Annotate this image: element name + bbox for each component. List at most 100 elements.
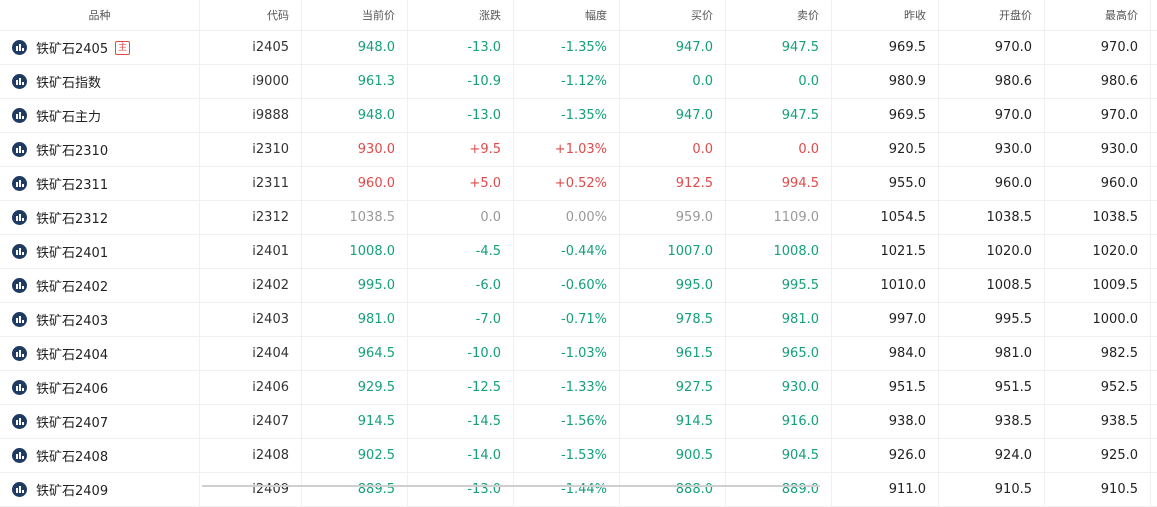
percent-cell: -1.35% <box>514 99 620 132</box>
variety-name: 铁矿石2406 <box>36 382 109 397</box>
chart-bar-icon[interactable] <box>12 380 27 395</box>
table-header: 品种 代码 当前价 涨跌 幅度 买价 卖价 昨收 开盘价 最高价 <box>0 0 1157 31</box>
chart-bar-icon[interactable] <box>12 74 27 89</box>
bid-cell: 927.5 <box>620 371 726 404</box>
bid-cell: 0.0 <box>620 133 726 166</box>
change-cell: +9.5 <box>408 133 514 166</box>
variety-name: 铁矿石2311 <box>36 178 109 193</box>
header-variety[interactable]: 品种 <box>0 0 200 30</box>
variety-cell[interactable]: 铁矿石2312 <box>0 201 200 234</box>
ask-cell: 930.0 <box>726 371 832 404</box>
variety-cell[interactable]: 铁矿石2311 <box>0 167 200 200</box>
variety-cell[interactable]: 铁矿石2408 <box>0 439 200 472</box>
price-cell: 902.5 <box>302 439 408 472</box>
high-cell: 925.0 <box>1045 439 1151 472</box>
percent-cell: -1.56% <box>514 405 620 438</box>
table-row[interactable]: 铁矿石2407 i2407 914.5 -14.5 -1.56% 914.5 916.0 93… <box>0 405 1157 439</box>
table-row[interactable]: 铁矿石2404 i2404 964.5 -10.0 -1.03% 961.5 965.0 98… <box>0 337 1157 371</box>
chart-bar-icon[interactable] <box>12 210 27 225</box>
variety-name: 铁矿石2402 <box>36 280 109 295</box>
chart-bar-icon[interactable] <box>12 482 27 497</box>
code-cell: i2404 <box>200 337 302 370</box>
variety-cell[interactable]: 铁矿石2401 <box>0 235 200 268</box>
variety-cell[interactable]: 铁矿石2406 <box>0 371 200 404</box>
variety-cell[interactable]: 铁矿石2405 主 <box>0 31 200 64</box>
chart-bar-icon[interactable] <box>12 244 27 259</box>
open-cell: 970.0 <box>939 99 1045 132</box>
chart-bar-icon[interactable] <box>12 448 27 463</box>
chart-bar-icon[interactable] <box>12 142 27 157</box>
chart-bar-icon[interactable] <box>12 108 27 123</box>
variety-cell[interactable]: 铁矿石2403 <box>0 303 200 336</box>
bid-cell: 900.5 <box>620 439 726 472</box>
table-row[interactable]: 铁矿石2403 i2403 981.0 -7.0 -0.71% 978.5 981.0 997… <box>0 303 1157 337</box>
main-contract-badge: 主 <box>115 40 131 55</box>
variety-cell[interactable]: 铁矿石2409 <box>0 473 200 506</box>
header-percent[interactable]: 幅度 <box>514 0 620 30</box>
prev-close-cell: 969.5 <box>832 31 939 64</box>
bid-cell: 0.0 <box>620 65 726 98</box>
table-row[interactable]: 铁矿石2401 i2401 1008.0 -4.5 -0.44% 1007.0 1008.0… <box>0 235 1157 269</box>
table-row[interactable]: 铁矿石2406 i2406 929.5 -12.5 -1.33% 927.5 930.0 95… <box>0 371 1157 405</box>
percent-cell: -1.44% <box>514 473 620 506</box>
change-cell: +5.0 <box>408 167 514 200</box>
high-cell: 1038.5 <box>1045 201 1151 234</box>
table-row[interactable]: 铁矿石2310 i2310 930.0 +9.5 +1.03% 0.0 0.0 920.5 93… <box>0 133 1157 167</box>
table-row[interactable]: 铁矿石2402 i2402 995.0 -6.0 -0.60% 995.0 995.5 101… <box>0 269 1157 303</box>
horizontal-scrollbar[interactable] <box>202 485 820 487</box>
ask-cell: 947.5 <box>726 31 832 64</box>
table-row[interactable]: 铁矿石2312 i2312 1038.5 0.0 0.00% 959.0 1109.0 105… <box>0 201 1157 235</box>
price-cell: 914.5 <box>302 405 408 438</box>
open-cell: 981.0 <box>939 337 1045 370</box>
header-change[interactable]: 涨跌 <box>408 0 514 30</box>
open-cell: 960.0 <box>939 167 1045 200</box>
table-row[interactable]: 铁矿石指数 i9000 961.3 -10.9 -1.12% 0.0 0.0 980.9 980… <box>0 65 1157 99</box>
chart-bar-icon[interactable] <box>12 40 27 55</box>
prev-close-cell: 938.0 <box>832 405 939 438</box>
variety-cell[interactable]: 铁矿石2310 <box>0 133 200 166</box>
price-cell: 995.0 <box>302 269 408 302</box>
header-prev-close[interactable]: 昨收 <box>832 0 939 30</box>
table-row[interactable]: 铁矿石2405 主 i2405 948.0 -13.0 -1.35% 947.0 947.5 9… <box>0 31 1157 65</box>
overflow-cell <box>1151 201 1157 234</box>
change-cell: -10.9 <box>408 65 514 98</box>
variety-cell[interactable]: 铁矿石2404 <box>0 337 200 370</box>
table-row[interactable]: 铁矿石2409 i2409 889.5 -13.0 -1.44% 888.0 889.0 91… <box>0 473 1157 507</box>
table-row[interactable]: 铁矿石主力 i9888 948.0 -13.0 -1.35% 947.0 947.5 969.… <box>0 99 1157 133</box>
header-open[interactable]: 开盘价 <box>939 0 1045 30</box>
header-bid[interactable]: 买价 <box>620 0 726 30</box>
variety-cell[interactable]: 铁矿石指数 <box>0 65 200 98</box>
open-cell: 910.5 <box>939 473 1045 506</box>
variety-name: 铁矿石2312 <box>36 212 109 227</box>
variety-name: 铁矿石2408 <box>36 450 109 465</box>
header-ask[interactable]: 卖价 <box>726 0 832 30</box>
percent-cell: -0.71% <box>514 303 620 336</box>
chart-bar-icon[interactable] <box>12 278 27 293</box>
price-cell: 1008.0 <box>302 235 408 268</box>
open-cell: 980.6 <box>939 65 1045 98</box>
prev-close-cell: 920.5 <box>832 133 939 166</box>
change-cell: 0.0 <box>408 201 514 234</box>
price-cell: 1038.5 <box>302 201 408 234</box>
variety-cell[interactable]: 铁矿石2402 <box>0 269 200 302</box>
overflow-cell <box>1151 167 1157 200</box>
header-code[interactable]: 代码 <box>200 0 302 30</box>
change-cell: -6.0 <box>408 269 514 302</box>
open-cell: 930.0 <box>939 133 1045 166</box>
header-high[interactable]: 最高价 <box>1045 0 1151 30</box>
header-price[interactable]: 当前价 <box>302 0 408 30</box>
table-row[interactable]: 铁矿石2311 i2311 960.0 +5.0 +0.52% 912.5 994.5 955… <box>0 167 1157 201</box>
variety-name: 铁矿石2403 <box>36 314 109 329</box>
code-cell: i2311 <box>200 167 302 200</box>
variety-cell[interactable]: 铁矿石主力 <box>0 99 200 132</box>
change-cell: -7.0 <box>408 303 514 336</box>
chart-bar-icon[interactable] <box>12 414 27 429</box>
variety-cell[interactable]: 铁矿石2407 <box>0 405 200 438</box>
price-cell: 960.0 <box>302 167 408 200</box>
chart-bar-icon[interactable] <box>12 176 27 191</box>
chart-bar-icon[interactable] <box>12 346 27 361</box>
chart-bar-icon[interactable] <box>12 312 27 327</box>
prev-close-cell: 911.0 <box>832 473 939 506</box>
ask-cell: 995.5 <box>726 269 832 302</box>
table-row[interactable]: 铁矿石2408 i2408 902.5 -14.0 -1.53% 900.5 904.5 92… <box>0 439 1157 473</box>
